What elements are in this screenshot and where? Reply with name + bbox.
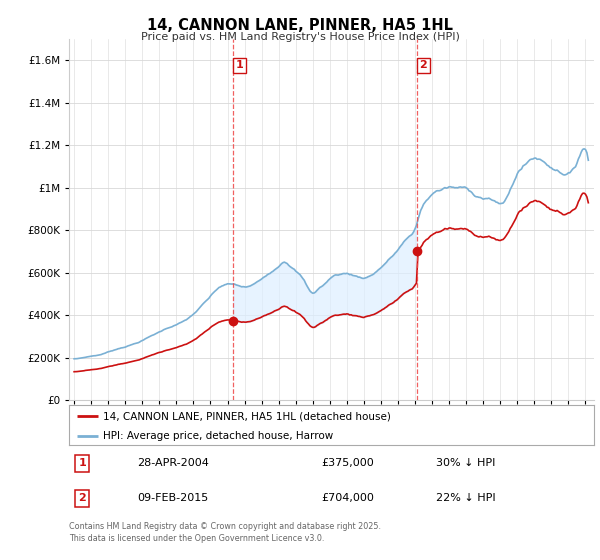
Text: 22% ↓ HPI: 22% ↓ HPI bbox=[437, 493, 496, 503]
Text: £375,000: £375,000 bbox=[321, 459, 374, 468]
Text: 1: 1 bbox=[78, 459, 86, 468]
Text: 09-FEB-2015: 09-FEB-2015 bbox=[137, 493, 209, 503]
Text: £704,000: £704,000 bbox=[321, 493, 374, 503]
Text: 2: 2 bbox=[419, 60, 427, 71]
Text: 14, CANNON LANE, PINNER, HA5 1HL: 14, CANNON LANE, PINNER, HA5 1HL bbox=[147, 18, 453, 33]
Text: 30% ↓ HPI: 30% ↓ HPI bbox=[437, 459, 496, 468]
Text: Price paid vs. HM Land Registry's House Price Index (HPI): Price paid vs. HM Land Registry's House … bbox=[140, 32, 460, 42]
Text: HPI: Average price, detached house, Harrow: HPI: Average price, detached house, Harr… bbox=[103, 431, 334, 441]
Text: 14, CANNON LANE, PINNER, HA5 1HL (detached house): 14, CANNON LANE, PINNER, HA5 1HL (detach… bbox=[103, 411, 391, 421]
Text: 28-APR-2004: 28-APR-2004 bbox=[137, 459, 209, 468]
Text: Contains HM Land Registry data © Crown copyright and database right 2025.
This d: Contains HM Land Registry data © Crown c… bbox=[69, 522, 381, 543]
Text: 2: 2 bbox=[78, 493, 86, 503]
Text: 1: 1 bbox=[236, 60, 243, 71]
